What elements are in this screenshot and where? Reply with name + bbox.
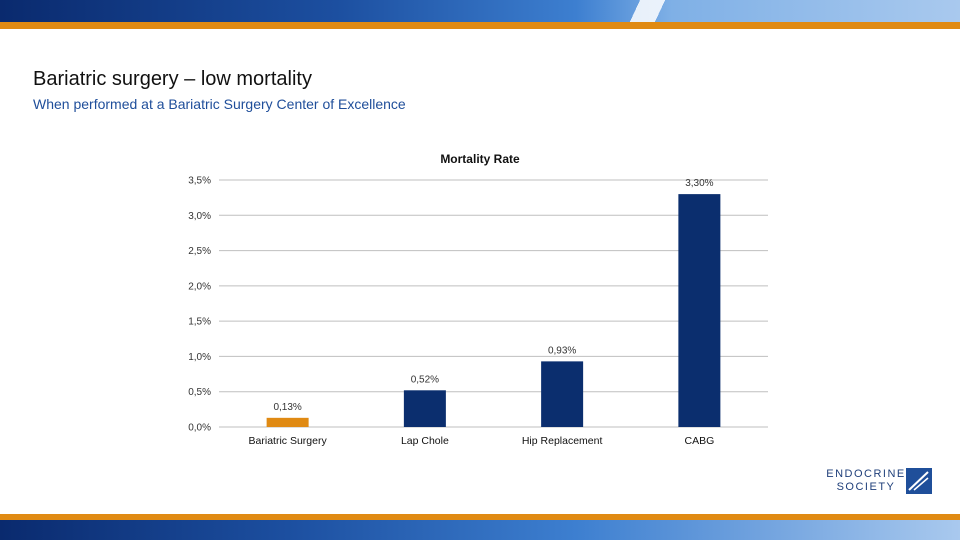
bottom-banner [0, 520, 960, 540]
y-tick-label: 2,0% [188, 281, 211, 292]
bottom-accent-stripe [0, 514, 960, 520]
logo-wordmark: ENDOCRINE SOCIETY [826, 468, 906, 494]
label-layer: 0,0% 0,5% 1,0% 1,5% 2,0% 2,5% 3,0% 3,5% 0,13% Bar… [188, 176, 714, 448]
y-tick-label: 1,0% [188, 352, 211, 363]
x-tick-label: Hip Replacement [522, 435, 603, 447]
top-banner [0, 0, 960, 22]
y-tick-label: 0,0% [188, 423, 211, 434]
logo-line-1: ENDOCRINE [826, 468, 906, 480]
bar [541, 361, 584, 427]
data-label: 0,93% [548, 345, 576, 356]
y-tick-label: 3,5% [188, 176, 211, 187]
banner-swoosh [610, 0, 700, 22]
x-tick-label: Lap Chole [401, 435, 449, 447]
grid-layer [219, 179, 768, 428]
data-label: 3,30% [685, 178, 713, 189]
logo-mark-icon [906, 468, 932, 494]
data-label: 0,52% [411, 374, 439, 385]
y-tick-label: 1,5% [188, 317, 211, 328]
bar [678, 194, 721, 427]
y-tick-label: 0,5% [188, 387, 211, 398]
y-tick-label: 3,0% [188, 211, 211, 222]
endocrine-society-logo: ENDOCRINE SOCIETY [826, 468, 936, 498]
slide-title: Bariatric surgery – low mortality [33, 68, 312, 90]
logo-line-2: SOCIETY [836, 481, 896, 493]
bar-layer [266, 194, 721, 427]
bar [266, 417, 309, 427]
chart-title: Mortality Rate [440, 152, 520, 166]
data-label: 0,13% [273, 402, 301, 413]
slide-subtitle: When performed at a Bariatric Surgery Ce… [33, 96, 406, 112]
x-tick-label: CABG [684, 435, 714, 447]
y-tick-label: 2,5% [188, 246, 211, 257]
bar [403, 390, 446, 427]
top-accent-stripe [0, 22, 960, 29]
x-tick-label: Bariatric Surgery [249, 435, 328, 447]
